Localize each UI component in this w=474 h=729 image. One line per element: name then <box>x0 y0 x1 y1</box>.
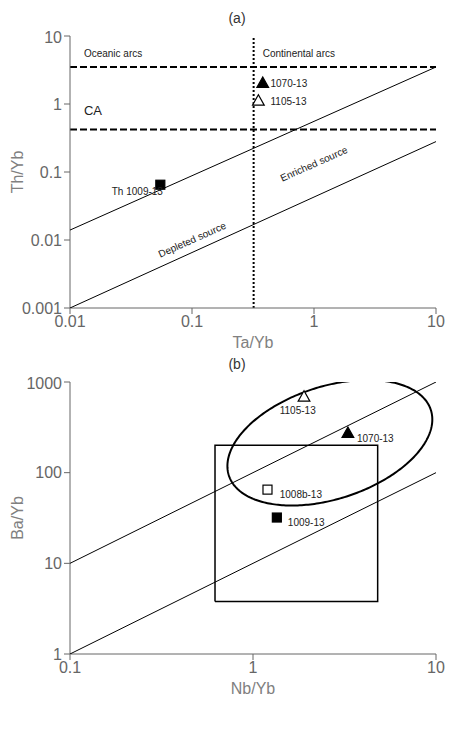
svg-text:Oceanic arcs: Oceanic arcs <box>84 48 142 59</box>
svg-text:1: 1 <box>310 313 319 330</box>
svg-text:Ba/Yb: Ba/Yb <box>9 496 26 540</box>
svg-text:100: 100 <box>35 464 62 481</box>
svg-text:1: 1 <box>249 659 258 676</box>
svg-text:Enriched source: Enriched source <box>279 144 350 184</box>
svg-text:1105-13: 1105-13 <box>271 96 307 107</box>
html-text:(a): (a) <box>228 10 246 26</box>
svg-text:10: 10 <box>44 29 62 46</box>
svg-text:0.01: 0.01 <box>54 313 86 331</box>
svg-text:Th/Yb: Th/Yb <box>9 151 26 194</box>
svg-text:1009-13: 1009-13 <box>288 517 325 528</box>
svg-text:1070-13: 1070-13 <box>271 78 308 89</box>
svg-text:0.01: 0.01 <box>31 232 62 249</box>
svg-text:0.1: 0.1 <box>59 659 81 676</box>
html-text:(b): (b) <box>228 356 246 372</box>
svg-text:10: 10 <box>44 555 62 572</box>
svg-text:0.1: 0.1 <box>40 164 62 181</box>
svg-text:1: 1 <box>53 646 62 663</box>
svg-text:10: 10 <box>427 313 445 330</box>
svg-text:Continental arcs: Continental arcs <box>263 48 335 59</box>
svg-text:1105-13: 1105-13 <box>280 405 316 416</box>
svg-text:1070-13: 1070-13 <box>357 433 394 444</box>
svg-text:0.1: 0.1 <box>181 313 203 330</box>
svg-text:Depleted source: Depleted source <box>157 220 228 260</box>
svg-text:10: 10 <box>427 659 445 676</box>
svg-text:0.001: 0.001 <box>22 300 62 317</box>
svg-text:Ta/Yb: Ta/Yb <box>233 334 274 351</box>
svg-text:CA: CA <box>84 103 102 118</box>
svg-text:Th 1009-13: Th 1009-13 <box>112 186 164 197</box>
svg-text:1008b-13: 1008b-13 <box>280 489 323 500</box>
svg-text:1: 1 <box>53 96 62 113</box>
svg-text:Nb/Yb: Nb/Yb <box>231 680 276 697</box>
svg-text:1000: 1000 <box>26 375 62 392</box>
